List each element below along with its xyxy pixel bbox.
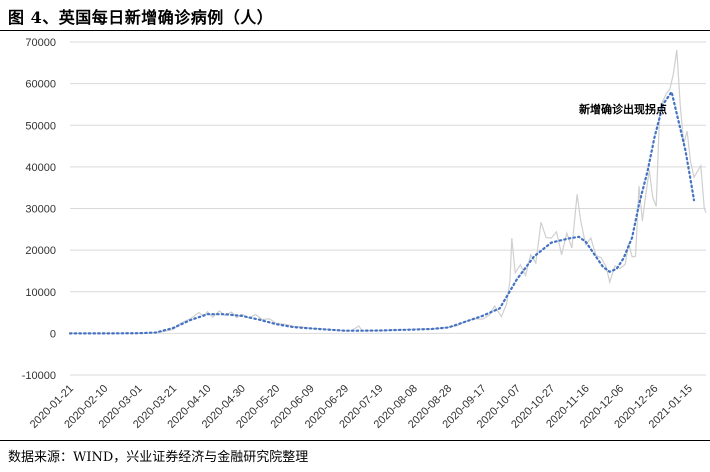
source-divider	[0, 440, 710, 441]
series-lines	[68, 49, 707, 335]
y-tick-label: 20000	[25, 245, 56, 257]
y-tick-label: 50000	[25, 120, 56, 132]
gridlines	[70, 41, 706, 376]
y-tick-label: 30000	[25, 204, 56, 216]
y-tick-label: 40000	[25, 162, 56, 174]
y-tick-label: 60000	[25, 79, 56, 91]
chart-title: 图 4、英国每日新增确诊病例（人）	[8, 8, 274, 27]
y-tick-label: -10000	[22, 370, 56, 382]
y-tick-label: 0	[50, 328, 56, 340]
source-note: 数据来源：WIND，兴业证券经济与金融研究院整理	[8, 450, 309, 465]
annotation-label: 新增确诊出现拐点	[579, 102, 667, 116]
series-line-smoothed	[68, 89, 696, 335]
y-tick-label: 10000	[25, 287, 56, 299]
title-divider	[0, 30, 710, 31]
y-axis-ticks: -10000 0 10000 20000 30000 40000 50000 60000 700…	[22, 37, 56, 382]
y-tick-label: 70000	[25, 37, 56, 49]
x-axis-ticks: 2020-01-212020-02-102020-03-012020-03-21…	[28, 383, 695, 431]
series-line-daily	[70, 49, 707, 334]
